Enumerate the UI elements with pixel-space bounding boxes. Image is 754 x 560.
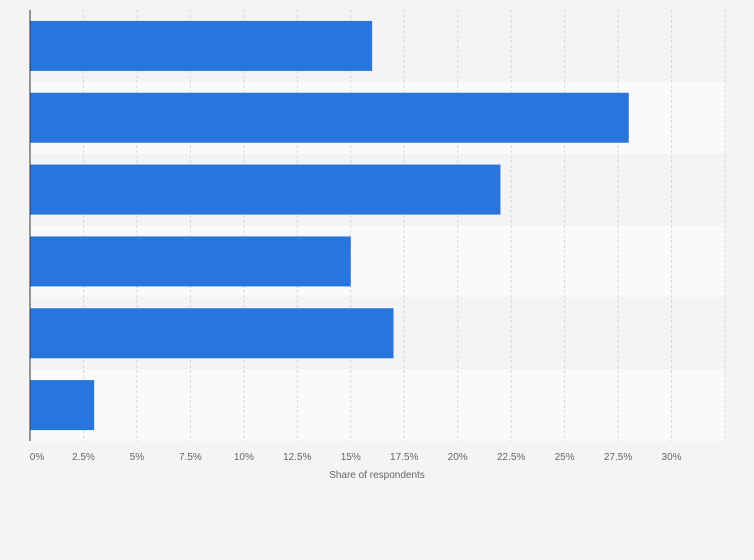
x-tick-label: 17.5% [390, 452, 418, 463]
x-tick-label: 7.5% [179, 452, 202, 463]
x-tick-label: 2.5% [72, 452, 95, 463]
x-axis-ticks: 0% 2.5% 5% 7.5% 10% 12.5% 15% 17.5% 20% 22.5% 25% 2… [30, 452, 682, 463]
gridlines [82, 10, 726, 441]
x-tick-label: 22.5% [497, 452, 525, 463]
row-band [30, 369, 725, 441]
bars [30, 20, 629, 431]
bar[interactable] [30, 92, 629, 143]
x-tick-label: 10% [234, 452, 254, 463]
x-tick-label: 30% [662, 452, 682, 463]
x-tick-label: 20% [448, 452, 468, 463]
x-tick-label: 27.5% [604, 452, 632, 463]
row-bands [30, 10, 725, 441]
x-tick-label: 12.5% [283, 452, 311, 463]
x-tick-label: 25% [555, 452, 575, 463]
bar[interactable] [30, 380, 95, 431]
bar[interactable] [30, 308, 394, 359]
bar[interactable] [30, 164, 501, 215]
x-tick-label: 0% [30, 452, 45, 463]
x-tick-label: 5% [130, 452, 145, 463]
bar[interactable] [30, 236, 351, 287]
x-tick-label: 15% [341, 452, 361, 463]
x-axis-title: Share of respondents [329, 470, 425, 481]
bar[interactable] [30, 20, 373, 71]
